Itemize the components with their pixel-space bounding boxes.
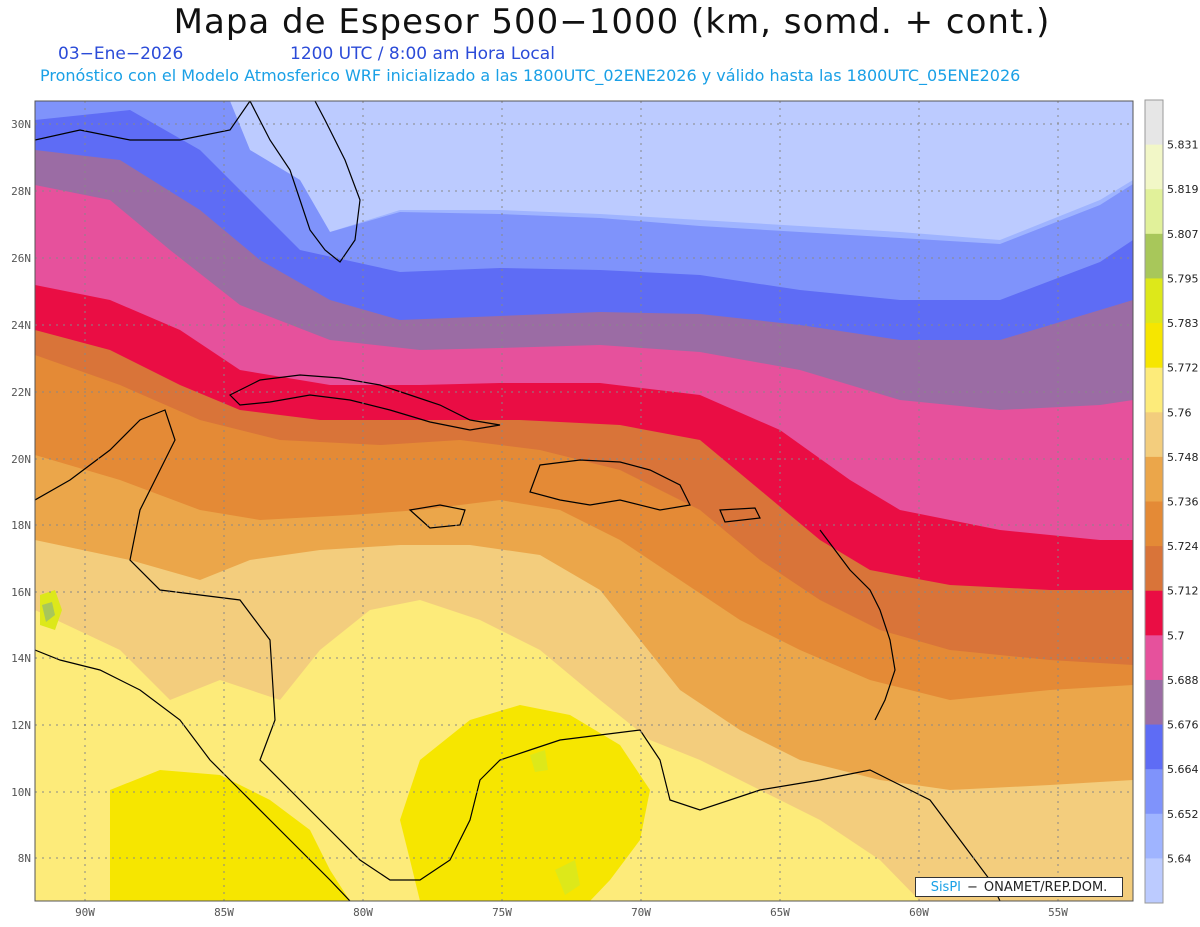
lon-tick-75w: 75W <box>492 906 512 919</box>
colorbar-swatch <box>1145 367 1163 413</box>
colorbar-label: 5.783 <box>1167 317 1199 330</box>
lon-axis: 90W 85W 80W 75W 70W 65W 60W 55W <box>75 906 1068 919</box>
cuba <box>228 374 501 431</box>
colorbar-label: 5.64 <box>1167 852 1192 865</box>
colorbar-swatch <box>1145 456 1163 502</box>
band-5795-b <box>555 860 580 895</box>
lon-tick-90w: 90W <box>75 906 95 919</box>
forecast-time: 1200 UTC / 8:00 am Hora Local <box>290 44 555 64</box>
thickness-bands <box>35 101 1133 901</box>
colorbar-label: 5.712 <box>1167 585 1199 598</box>
band-5807-a <box>42 602 55 622</box>
colorbar-label: 5.7 <box>1167 629 1185 642</box>
colorbar-label: 5.664 <box>1167 763 1199 776</box>
lat-tick-12n: 12N <box>11 719 31 732</box>
map-title: Mapa de Espesor 500−1000 (km, somd. + co… <box>173 2 1051 42</box>
lon-tick-55w: 55W <box>1048 906 1068 919</box>
colorbar-label: 5.807 <box>1167 228 1199 241</box>
lat-tick-20n: 20N <box>11 453 31 466</box>
lat-axis: 30N 28N 26N 24N 22N 20N 18N 16N 14N 12N … <box>11 118 31 865</box>
colorbar-swatch <box>1145 144 1163 190</box>
colorbar-label: 5.736 <box>1167 496 1199 509</box>
credit-org: ONAMET/REP.DOM. <box>983 879 1108 895</box>
colorbar-label: 5.819 <box>1167 183 1199 196</box>
colorbar-label: 5.724 <box>1167 540 1199 553</box>
lat-tick-14n: 14N <box>11 652 31 665</box>
jamaica <box>408 504 466 529</box>
lat-tick-16n: 16N <box>11 586 31 599</box>
colorbar-label: 5.748 <box>1167 451 1199 464</box>
lat-tick-10n: 10N <box>11 786 31 799</box>
credit-box: SisPI − ONAMET/REP.DOM. <box>915 877 1123 897</box>
colorbar-swatch <box>1145 100 1163 146</box>
colorbar-label: 5.688 <box>1167 674 1199 687</box>
lat-tick-8n: 8N <box>18 852 31 865</box>
band-5795-c <box>530 750 548 772</box>
band-5652-edge <box>35 101 1133 240</box>
lon-tick-65w: 65W <box>770 906 790 919</box>
yucatan-central-america <box>35 409 1001 901</box>
lat-tick-26n: 26N <box>11 252 31 265</box>
florida-coast <box>249 101 361 263</box>
colorbar-swatch <box>1145 858 1163 904</box>
lon-tick-60w: 60W <box>909 906 929 919</box>
colorbar-label: 5.795 <box>1167 272 1199 285</box>
lon-tick-70w: 70W <box>631 906 651 919</box>
map-frame <box>34 100 1134 902</box>
lon-tick-85w: 85W <box>214 906 234 919</box>
colorbar-swatch <box>1145 769 1163 815</box>
lat-tick-28n: 28N <box>11 185 31 198</box>
colorbar-swatch <box>1145 813 1163 859</box>
colorbar-swatch <box>1145 323 1163 369</box>
band-5783-b <box>400 705 650 901</box>
colorbar-swatch <box>1145 278 1163 324</box>
colorbar-swatch <box>1145 679 1163 726</box>
colorbar-swatch <box>1145 233 1163 279</box>
forecast-date: 03−Ene−2026 <box>58 44 184 64</box>
lat-tick-24n: 24N <box>11 319 31 332</box>
colorbar-swatch <box>1145 412 1163 458</box>
colorbar-label: 5.76 <box>1167 406 1192 419</box>
colorbar-swatch <box>1145 590 1163 636</box>
colorbar-swatch <box>1145 189 1163 235</box>
lon-tick-80w: 80W <box>353 906 373 919</box>
coastlines <box>35 101 1001 901</box>
forecast-description: Pronóstico con el Modelo Atmosferico WRF… <box>40 66 1021 85</box>
lat-tick-30n: 30N <box>11 118 31 131</box>
colorbar: 5.831 5.819 5.807 5.795 5.783 5.772 5.76 5.748 5… <box>1144 99 1199 904</box>
gulf-coast <box>35 101 251 141</box>
colorbar-swatch <box>1145 501 1163 547</box>
colorbar-frame <box>1144 99 1164 904</box>
credit-separator: − <box>967 879 978 895</box>
lesser-antilles <box>819 529 896 721</box>
puerto-rico <box>719 507 761 523</box>
colorbar-label: 5.772 <box>1167 362 1199 375</box>
colorbar-label: 5.652 <box>1167 808 1199 821</box>
lat-tick-18n: 18N <box>11 519 31 532</box>
colorbar-swatch <box>1145 635 1163 681</box>
band-5783-a <box>110 770 350 901</box>
lat-lon-grid <box>35 101 1133 901</box>
colorbar-swatch <box>1145 546 1163 592</box>
sispi-brand: SisPI <box>930 879 961 895</box>
colorbar-label: 5.831 <box>1167 139 1199 152</box>
colorbar-label: 5.676 <box>1167 719 1199 732</box>
colorbar-swatch <box>1145 724 1163 770</box>
hispaniola <box>529 459 691 511</box>
central-america-pacific <box>35 649 351 901</box>
lat-tick-22n: 22N <box>11 386 31 399</box>
